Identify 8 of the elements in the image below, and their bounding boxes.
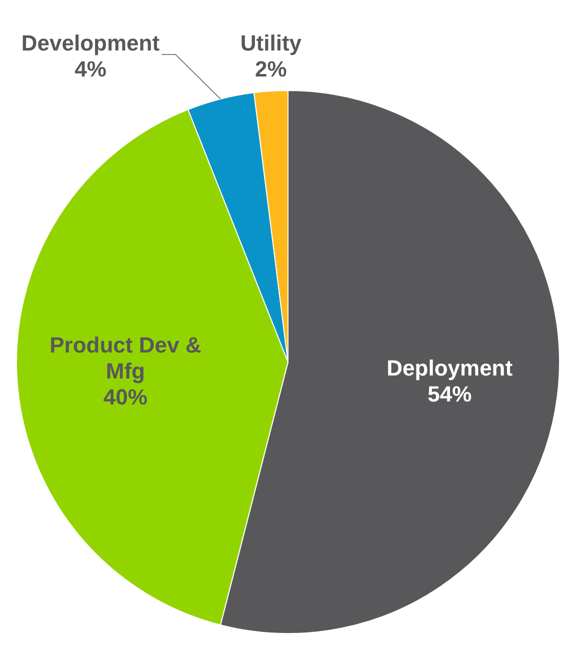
slice-label: Development <box>21 30 160 56</box>
data-label: 4% <box>74 56 106 82</box>
data-label: 40% <box>103 384 148 410</box>
data-label: 2% <box>255 56 287 82</box>
slice-label: Utility <box>240 30 302 56</box>
data-label: 54% <box>428 381 472 406</box>
slice-label: Deployment <box>386 355 514 380</box>
slice-label: Product Dev & Mfg <box>50 332 202 384</box>
